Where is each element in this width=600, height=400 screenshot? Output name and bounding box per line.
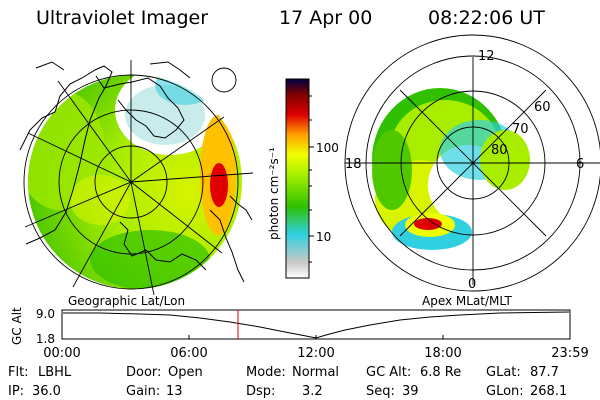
mlt-label-6: 6 — [576, 157, 584, 172]
mlat-label-70: 70 — [512, 122, 529, 137]
left-map-caption: Geographic Lat/Lon — [68, 294, 185, 308]
gain-label: Gain: — [126, 384, 161, 399]
geographic-map — [19, 60, 254, 296]
glon-value: 268.1 — [530, 384, 568, 399]
colorbar-tick-10: 10 — [316, 230, 331, 244]
door-label: Door: — [126, 365, 162, 380]
glat-value: 87.7 — [530, 365, 559, 380]
right-map-caption: Apex MLat/MLT — [422, 294, 512, 308]
mode-label: Mode: — [246, 365, 286, 380]
flt-value: LBHL — [38, 365, 72, 380]
mlt-label-0: 0 — [468, 277, 476, 292]
app-title: Ultraviolet Imager — [36, 7, 209, 29]
xtick-2359: 23:59 — [551, 346, 588, 361]
gc-alt-label: GC Alt: — [366, 365, 412, 380]
mode-value: Normal — [292, 365, 340, 380]
mlat-label-60: 60 — [534, 100, 551, 115]
glon-label: GLon: — [486, 384, 524, 399]
altitude-timeline: 9.0 1.8 GC Alt 00:00 06:00 12:00 18:00 2… — [10, 307, 589, 361]
ip-label: IP: — [8, 384, 25, 399]
xtick-0000: 00:00 — [43, 346, 80, 361]
gc-alt-value: 6.8 Re — [420, 365, 462, 380]
gain-value: 13 — [166, 384, 183, 399]
mlt-grid — [344, 34, 600, 292]
dsp-label: Dsp: — [246, 384, 276, 399]
door-value: Open — [168, 365, 203, 380]
colorbar-tick-100: 100 — [316, 141, 339, 155]
mlt-label-18: 18 — [345, 157, 362, 172]
xtick-1800: 18:00 — [424, 346, 461, 361]
date-readout: 17 Apr 00 — [279, 7, 373, 29]
mlat-label-80: 80 — [491, 143, 508, 158]
xtick-1200: 12:00 — [297, 346, 334, 361]
mlt-label-12: 12 — [478, 49, 495, 64]
mlt-emission-image — [372, 88, 530, 250]
time-readout: 08:22:06 UT — [428, 7, 545, 29]
ytick-1-8: 1.8 — [36, 332, 55, 346]
seq-value: 39 — [402, 384, 419, 399]
mlat-mlt-dial: 12 18 6 0 60 70 80 — [344, 34, 600, 292]
limb-arc — [211, 67, 237, 93]
dsp-value: 3.2 — [302, 384, 323, 399]
coastlines — [19, 61, 253, 283]
timeline-ylabel: GC Alt — [10, 307, 24, 345]
seq-label: Seq: — [366, 384, 395, 399]
color-scale-bar: 100 10 photon cm⁻²s⁻¹ — [267, 78, 339, 279]
geo-emission-image — [28, 75, 242, 289]
flt-label: Flt: — [8, 365, 29, 380]
xtick-0600: 06:00 — [170, 346, 207, 361]
ytick-9-0: 9.0 — [36, 307, 55, 321]
ip-value: 36.0 — [32, 384, 61, 399]
geo-graticule — [23, 60, 254, 296]
glat-label: GLat: — [486, 365, 521, 380]
colorbar-unit-label: photon cm⁻²s⁻¹ — [267, 147, 281, 240]
altitude-curve — [63, 311, 570, 339]
